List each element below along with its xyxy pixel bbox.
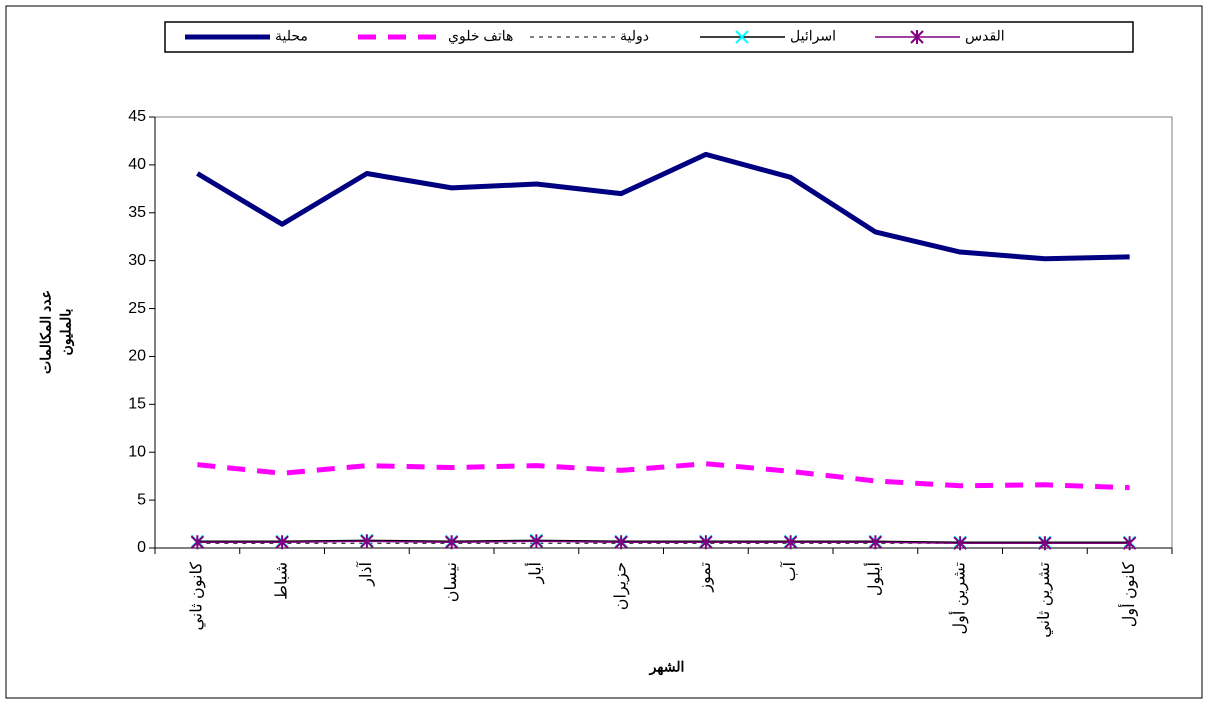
x-tick-label: كانون ثاني [189,562,206,631]
series-marker [190,535,205,550]
legend-label: محلية [275,28,308,44]
y-tick-label: 45 [128,108,146,125]
y-tick-label: 40 [128,156,146,173]
series-line [197,461,1130,491]
series-marker [699,535,713,550]
series-line [197,539,1130,544]
series-marker [1038,536,1052,551]
series-line [197,540,1130,544]
plot-area [154,116,1173,549]
series-marker [783,535,798,550]
legend-label: القدس [965,28,1005,45]
legend-label: اسرائيل [790,28,836,45]
series-line [196,151,1130,262]
y-tick-label: 15 [128,396,146,413]
x-tick-label: شباط [273,562,290,600]
legend-marker [735,30,749,44]
series-marker [614,535,628,550]
y-axis-label: عدد المكالمات بالمليون [38,290,75,374]
series-marker [360,534,374,549]
y-axis-label-line: بالمليون [58,309,75,356]
x-axis-label: الشهر [649,659,685,676]
series-marker [1122,536,1137,551]
x-tick-label: أيار [525,562,545,585]
y-axis-label-line: عدد المكالمات [38,290,54,374]
y-tick-label: 35 [128,204,146,221]
legend-label: دولية [620,28,649,45]
x-tick-label: تشرين أول [948,562,968,634]
x-tick-label: تموز [697,562,714,593]
y-tick-label: 10 [128,443,146,460]
x-tick-label: نيسان [443,562,460,602]
series-marker [868,535,883,550]
y-tick-label: 30 [128,252,146,269]
series-marker [275,535,289,550]
x-tick-label: حزيران [612,562,629,610]
legend-box [164,21,1134,53]
y-tick-label: 20 [128,348,146,365]
series-marker [444,535,459,550]
series-marker [953,536,967,551]
legend-marker [910,30,924,44]
legend-label: هاتف خلوي [448,28,513,45]
y-tick-label: 0 [137,539,146,556]
y-tick-label: 5 [137,491,146,508]
y-tick-label: 25 [128,300,146,317]
x-tick-label: تشرين ثاني [1036,562,1053,638]
x-tick-label: آب [779,560,799,581]
x-tick-label: آذار [355,560,375,586]
x-tick-label: كانون أول [1118,562,1138,628]
x-tick-label: أيلول [864,562,884,596]
series-marker [529,534,544,549]
